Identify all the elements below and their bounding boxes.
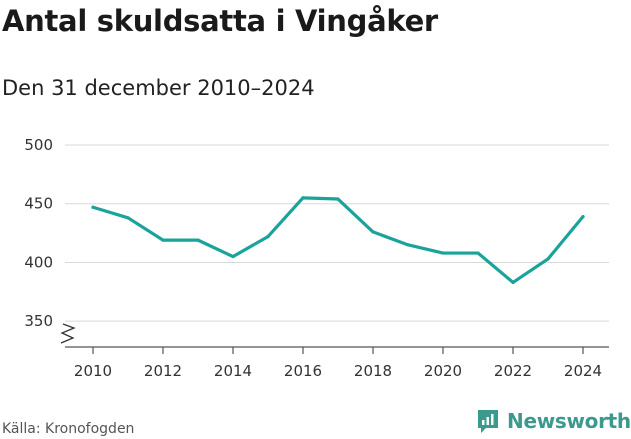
- y-tick-label: 450: [24, 195, 53, 213]
- data-point-2015: [266, 235, 270, 239]
- x-tick-label: 2020: [424, 362, 462, 380]
- line-chart: 350 400 450 500 2010 2012 2014 2016 2018 2020 202…: [24, 136, 609, 380]
- x-tick-label: 2010: [74, 362, 112, 380]
- grid-lines: [65, 144, 609, 322]
- data-point-2010: [91, 205, 95, 209]
- x-tick-label: 2018: [354, 362, 392, 380]
- x-tick-label: 2014: [214, 362, 252, 380]
- x-tick-label: 2022: [494, 362, 532, 380]
- data-point-2013: [196, 238, 200, 242]
- brand-name: Newsworthy: [507, 409, 631, 433]
- data-point-2011: [126, 216, 130, 220]
- data-point-2021: [476, 251, 480, 255]
- data-point-2019: [406, 243, 410, 247]
- y-tick-label: 500: [24, 136, 53, 154]
- data-point-2018: [371, 230, 375, 234]
- data-point-2020: [441, 251, 445, 255]
- chart-title: Antal skuldsatta i Vingåker: [2, 4, 438, 38]
- data-point-2012: [161, 238, 165, 242]
- data-point-2023: [546, 257, 550, 261]
- series-line-0: [91, 196, 585, 285]
- data-point-2024: [581, 215, 585, 219]
- x-tick-label: 2012: [144, 362, 182, 380]
- data-point-2014: [231, 254, 235, 259]
- data-point-2016: [301, 196, 305, 200]
- series-group: [91, 196, 585, 285]
- y-tick-label: 350: [24, 312, 53, 330]
- x-axis: [60, 323, 609, 354]
- x-tick-label: 2024: [564, 362, 602, 380]
- brand-mark: Newsworthy: [476, 408, 631, 434]
- newsworthy-logo-icon: [478, 410, 498, 433]
- data-point-2017: [336, 197, 340, 201]
- x-tick-label: 2016: [284, 362, 322, 380]
- data-point-2022: [511, 280, 515, 285]
- axis-break-icon: [60, 323, 76, 344]
- x-tick-labels: 2010 2012 2014 2016 2018 2020 2022 2024: [74, 362, 602, 380]
- chart-subtitle: Den 31 december 2010–2024: [2, 76, 315, 100]
- source-note: Källa: Kronofogden: [2, 421, 135, 437]
- y-tick-labels: 350 400 450 500: [24, 136, 53, 330]
- y-tick-label: 400: [24, 253, 53, 271]
